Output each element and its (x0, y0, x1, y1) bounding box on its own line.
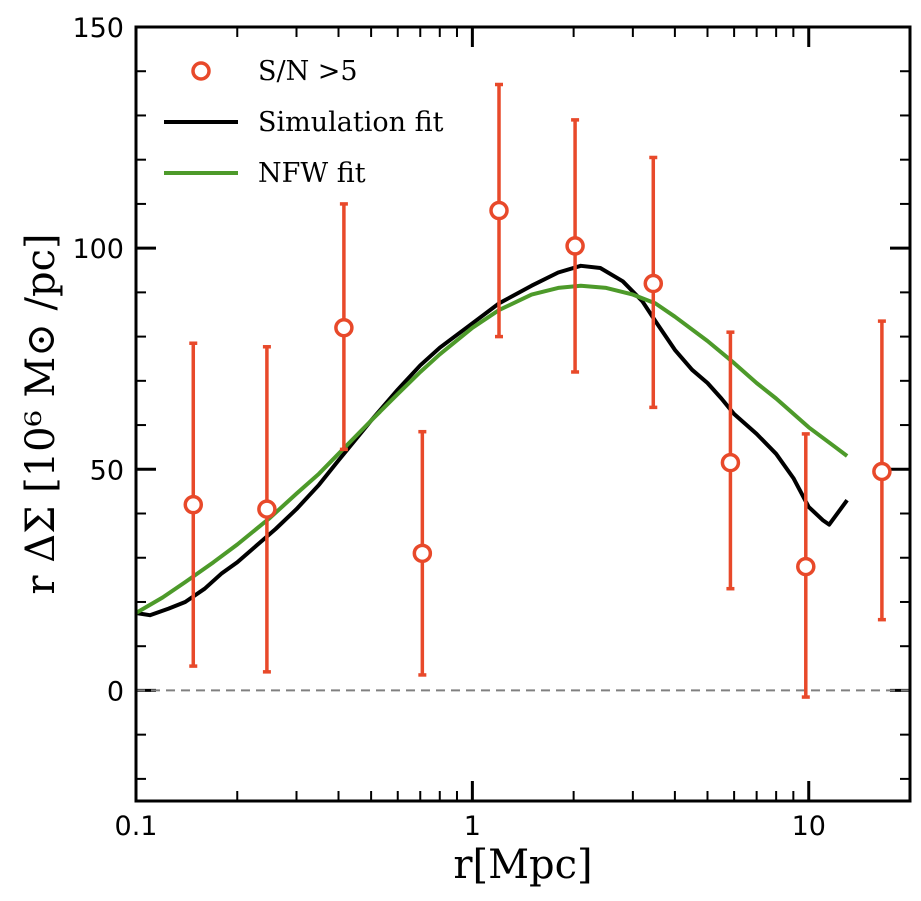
data-marker (257, 499, 277, 519)
data-point (257, 345, 277, 674)
data-marker (643, 273, 664, 294)
data-points (183, 82, 892, 699)
data-point (334, 202, 354, 452)
data-point (412, 429, 433, 677)
data-point (720, 330, 741, 591)
x-axis-label: r[Mpc] (453, 842, 592, 888)
data-point (872, 319, 892, 622)
legend-label: Simulation fit (258, 107, 444, 138)
legend: S/N >5 Simulation fit NFW fit (164, 56, 444, 189)
data-marker (872, 461, 892, 482)
data-point (796, 432, 816, 699)
data-point (489, 82, 509, 339)
plot-frame (134, 25, 912, 803)
data-marker (565, 236, 585, 256)
data-marker (412, 543, 433, 564)
data-marker (334, 318, 354, 338)
x-tick-label: 0.1 (115, 811, 158, 842)
y-tick-label: 50 (90, 455, 124, 486)
data-marker (489, 200, 509, 221)
y-tick-label: 100 (72, 234, 124, 265)
y-tick-label: 150 (72, 13, 124, 44)
x-tick-label: 1 (464, 811, 481, 842)
legend-entry: NFW fit (164, 158, 366, 189)
data-marker (720, 452, 741, 473)
y-axis-label: r ΔΣ [10⁶ M⊙ /pc] (18, 233, 64, 594)
data-marker (183, 494, 204, 515)
legend-label: S/N >5 (258, 56, 358, 87)
data-marker (796, 556, 816, 577)
y-tick-label: 0 (107, 676, 124, 707)
legend-entry: S/N >5 (191, 56, 358, 87)
data-point (643, 155, 664, 410)
simulation-fit-line (135, 263, 849, 618)
legend-label: NFW fit (258, 158, 366, 189)
x-tick-label: 10 (792, 811, 826, 842)
legend-entry: Simulation fit (164, 107, 444, 138)
data-point (183, 341, 204, 668)
data-point (565, 118, 585, 374)
legend-marker (191, 61, 211, 81)
minor-ticks (136, 27, 910, 801)
